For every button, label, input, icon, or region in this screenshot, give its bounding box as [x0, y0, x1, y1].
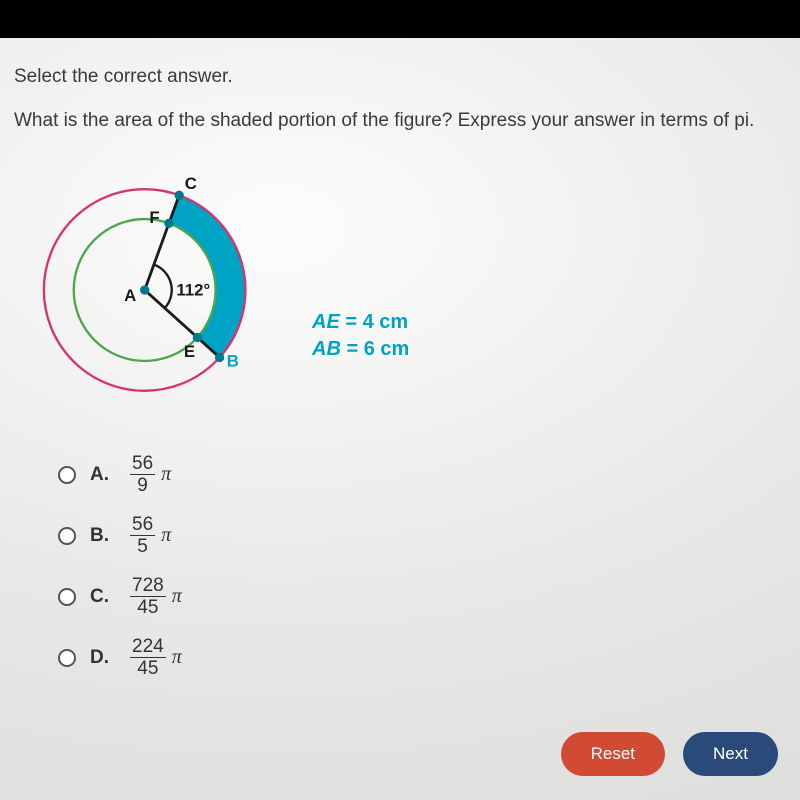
radio-icon[interactable]: [58, 466, 76, 484]
label-E: E: [184, 342, 195, 361]
option-D[interactable]: D. 224 45 π: [58, 637, 800, 678]
pi-symbol: π: [161, 463, 171, 486]
option-C[interactable]: C. 728 45 π: [58, 576, 800, 617]
page-container: Select the correct answer. What is the a…: [0, 38, 800, 800]
label-F: F: [149, 208, 159, 227]
label-C: C: [185, 174, 197, 193]
fraction: 56 5: [130, 515, 155, 556]
radio-icon[interactable]: [58, 527, 76, 545]
label-A: A: [124, 286, 136, 305]
label-B: B: [227, 352, 239, 371]
reset-button[interactable]: Reset: [561, 732, 665, 776]
next-button[interactable]: Next: [683, 732, 778, 776]
fraction: 224 45: [130, 637, 166, 678]
option-letter: A.: [90, 464, 112, 486]
radio-icon[interactable]: [58, 588, 76, 606]
point-B-dot: [215, 353, 224, 362]
pi-symbol: π: [172, 585, 182, 608]
given-AE: AE = 4 cm: [312, 309, 409, 336]
option-letter: B.: [90, 525, 112, 547]
option-letter: D.: [90, 647, 112, 669]
fraction: 56 9: [130, 454, 155, 495]
radio-icon[interactable]: [58, 649, 76, 667]
option-letter: C.: [90, 586, 112, 608]
geometry-figure: C F A E B 112°: [14, 150, 294, 430]
point-E-dot: [193, 333, 202, 342]
pi-symbol: π: [172, 646, 182, 669]
option-A[interactable]: A. 56 9 π: [58, 454, 800, 495]
point-A-dot: [140, 285, 149, 294]
pi-symbol: π: [161, 524, 171, 547]
answer-options: A. 56 9 π B. 56 5 π C. 728 45 π: [58, 454, 800, 678]
given-values: AE = 4 cm AB = 6 cm: [312, 309, 409, 363]
angle-label: 112°: [176, 281, 210, 300]
point-F-dot: [164, 219, 173, 228]
question-text: What is the area of the shaded portion o…: [14, 110, 800, 132]
instruction-text: Select the correct answer.: [14, 66, 800, 88]
figure-row: C F A E B 112° AE = 4 cm AB = 6 cm: [14, 150, 800, 430]
given-AB: AB = 6 cm: [312, 336, 409, 363]
button-row: Reset Next: [561, 732, 778, 776]
shaded-sector: [169, 195, 246, 357]
point-C-dot: [174, 191, 183, 200]
option-B[interactable]: B. 56 5 π: [58, 515, 800, 556]
fraction: 728 45: [130, 576, 166, 617]
